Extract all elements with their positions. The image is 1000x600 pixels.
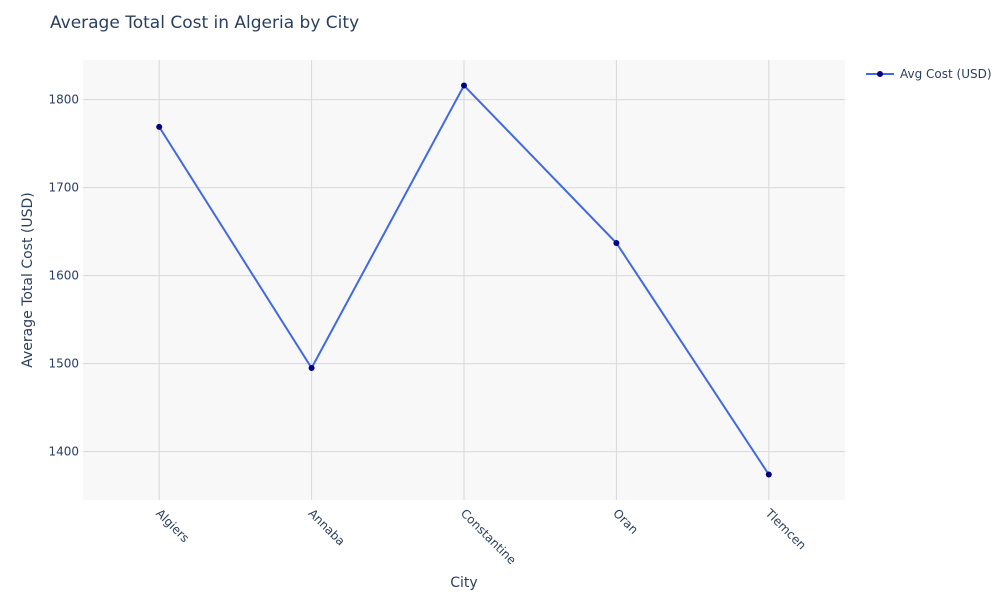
data-point[interactable] (156, 123, 163, 130)
x-axis-title: City (450, 575, 477, 591)
x-tick-label: Tlemcen (762, 506, 809, 553)
x-axis-ticks: Algiers Annaba Constantine Oran Tlemcen (153, 506, 809, 568)
x-tick-label: Oran (610, 506, 641, 537)
legend-marker-swatch (877, 71, 883, 77)
series-markers (156, 82, 772, 478)
legend[interactable]: Avg Cost (USD) (866, 67, 992, 81)
x-tick-label: Constantine (458, 506, 519, 567)
grid-lines (83, 60, 845, 500)
legend-label: Avg Cost (USD) (900, 67, 992, 81)
x-tick-label: Annaba (305, 506, 347, 548)
y-tick-label: 1700 (48, 181, 79, 195)
x-tick-label: Algiers (153, 506, 192, 545)
y-tick-label: 1400 (48, 445, 79, 459)
y-axis-ticks: 1400 1500 1600 1700 1800 (48, 93, 79, 459)
y-tick-label: 1800 (48, 93, 79, 107)
y-tick-label: 1600 (48, 269, 79, 283)
data-point[interactable] (308, 365, 315, 371)
data-point[interactable] (765, 471, 772, 478)
y-tick-label: 1500 (48, 357, 79, 371)
y-axis-title: Average Total Cost (USD) (20, 192, 36, 368)
chart-title: Average Total Cost in Algeria by City (50, 13, 360, 33)
data-point[interactable] (461, 82, 467, 89)
data-point[interactable] (613, 240, 620, 247)
